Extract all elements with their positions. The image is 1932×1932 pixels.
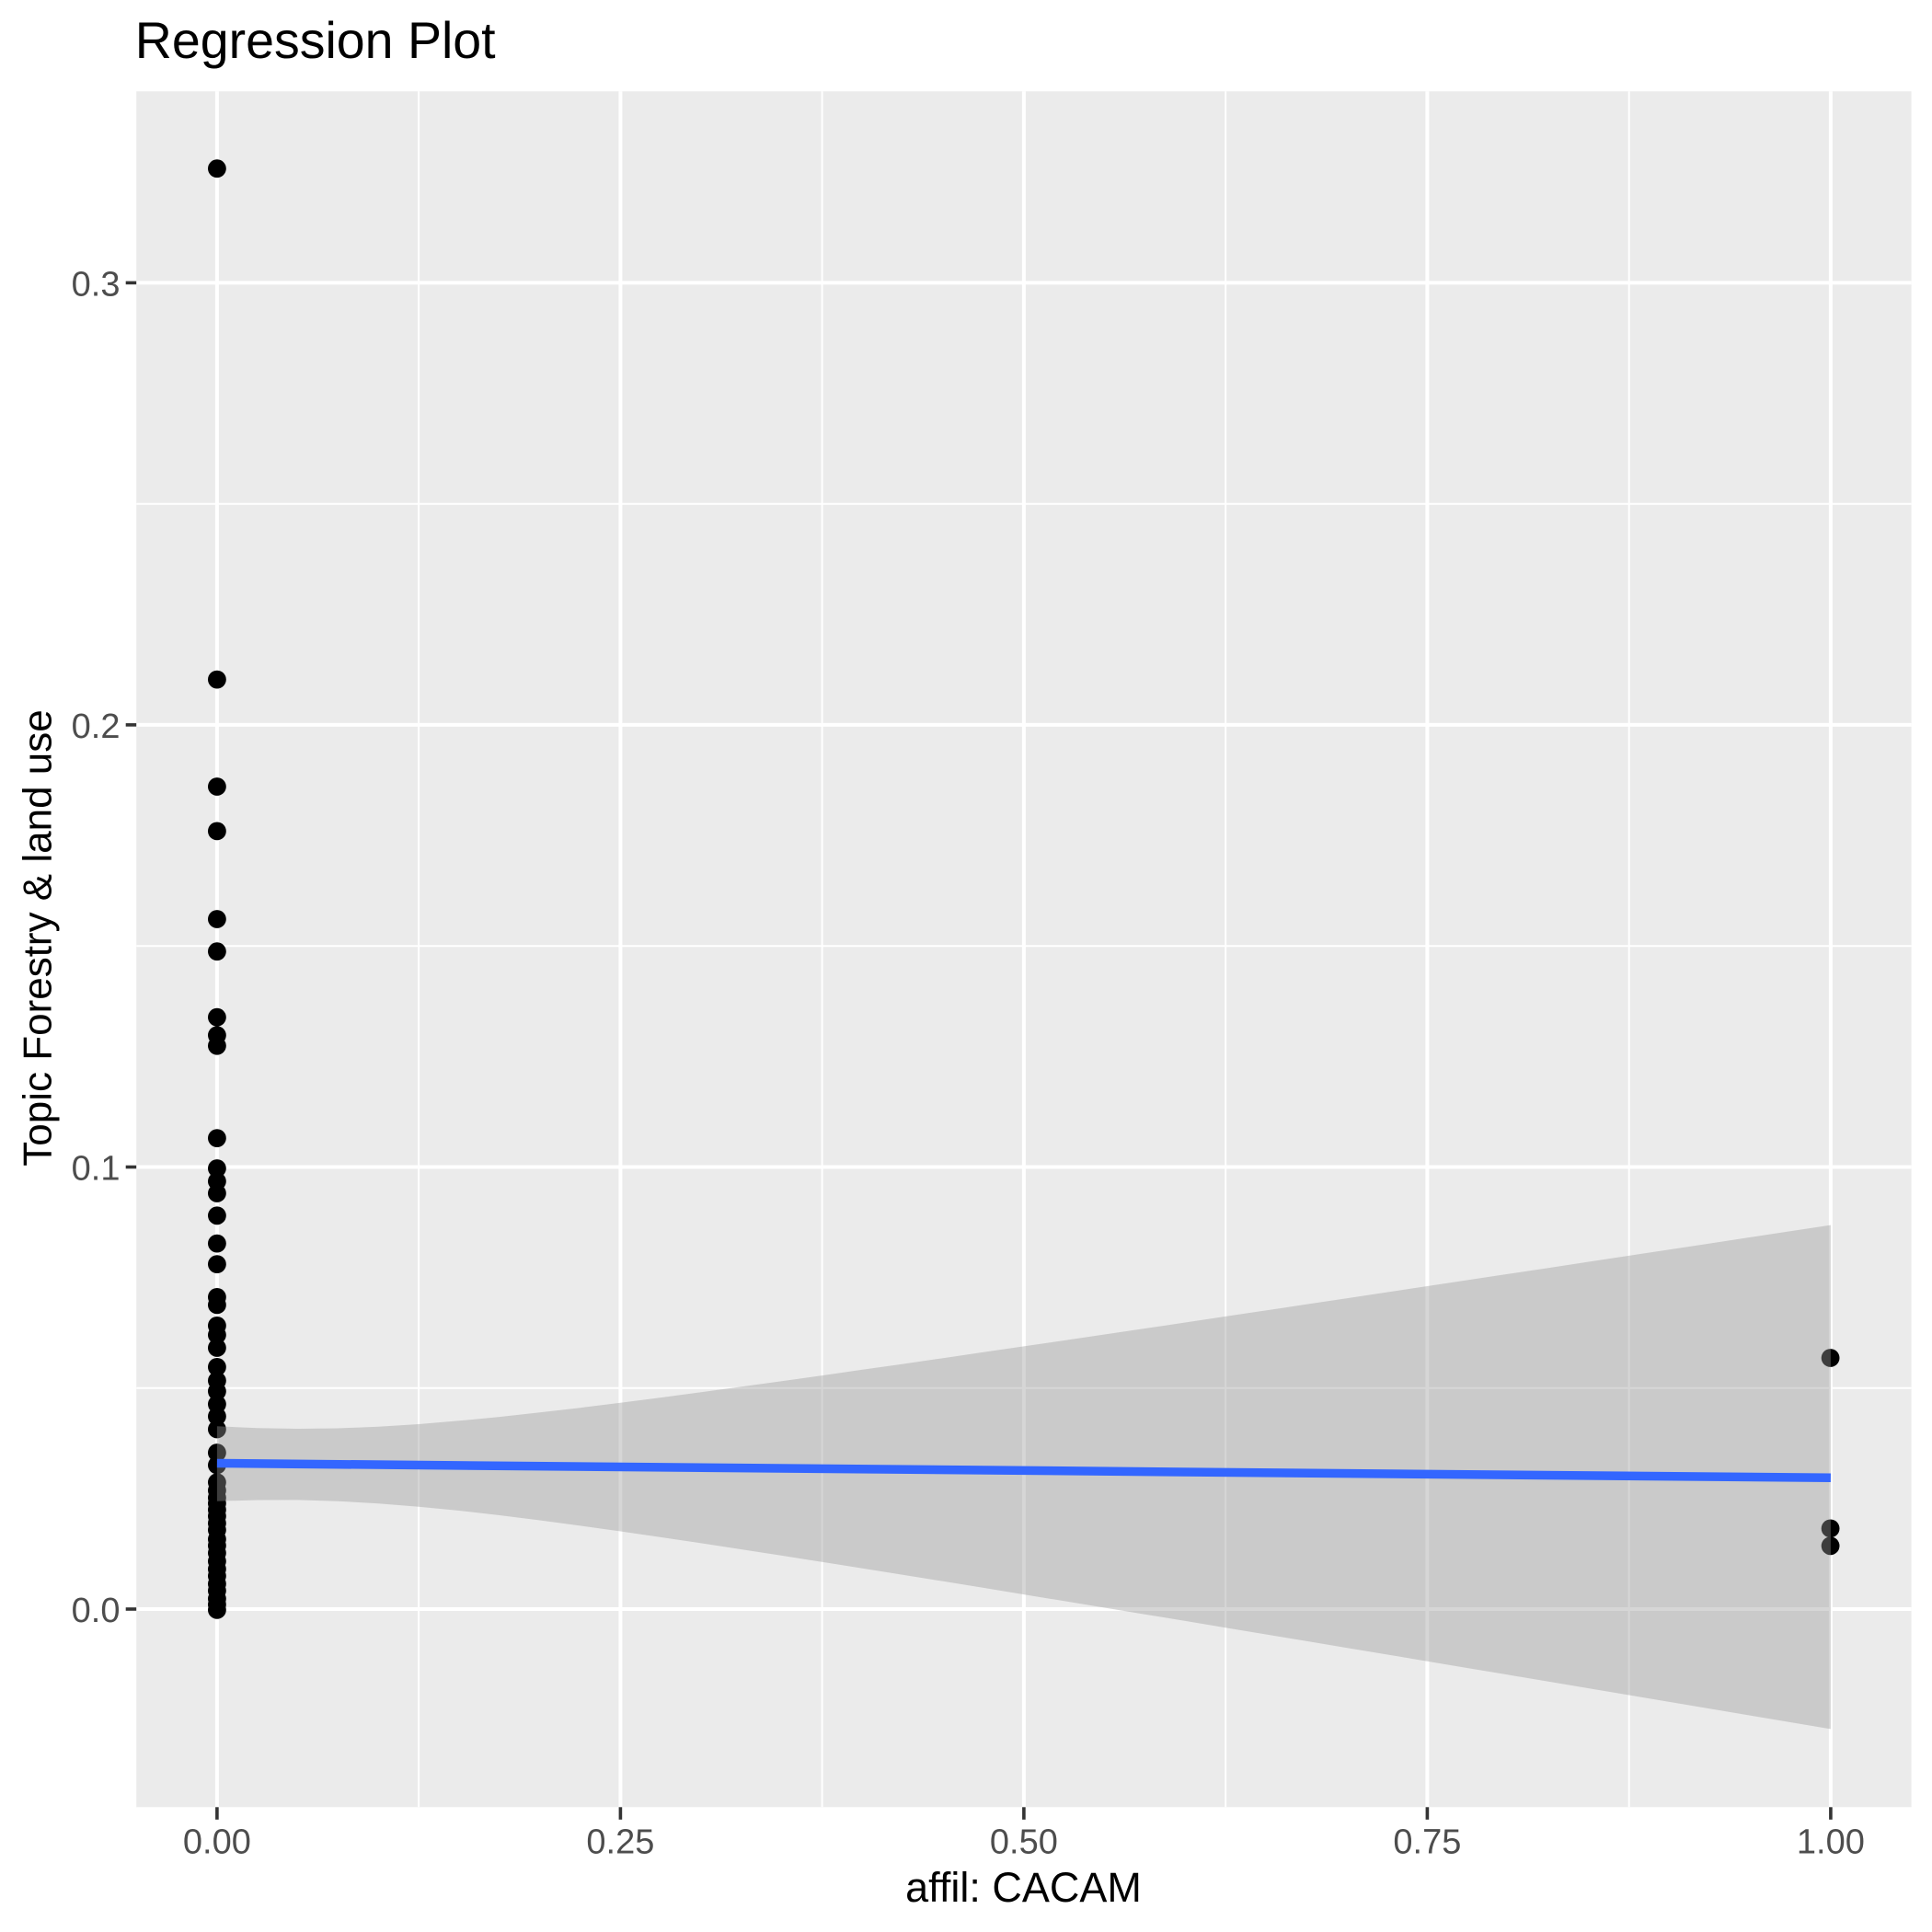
svg-text:0.3: 0.3 bbox=[72, 266, 121, 305]
svg-text:Topic Forestry & land use: Topic Forestry & land use bbox=[16, 709, 61, 1166]
svg-text:0.2: 0.2 bbox=[72, 707, 121, 746]
svg-text:0.00: 0.00 bbox=[183, 1823, 251, 1862]
svg-text:Regression Plot: Regression Plot bbox=[135, 12, 496, 69]
svg-text:0.25: 0.25 bbox=[586, 1823, 654, 1862]
svg-text:affil: CACAM: affil: CACAM bbox=[905, 1864, 1142, 1911]
svg-text:1.00: 1.00 bbox=[1797, 1823, 1865, 1862]
svg-text:0.0: 0.0 bbox=[72, 1592, 121, 1630]
svg-text:0.1: 0.1 bbox=[72, 1150, 121, 1189]
svg-text:0.75: 0.75 bbox=[1393, 1823, 1461, 1862]
svg-text:0.50: 0.50 bbox=[990, 1823, 1058, 1862]
